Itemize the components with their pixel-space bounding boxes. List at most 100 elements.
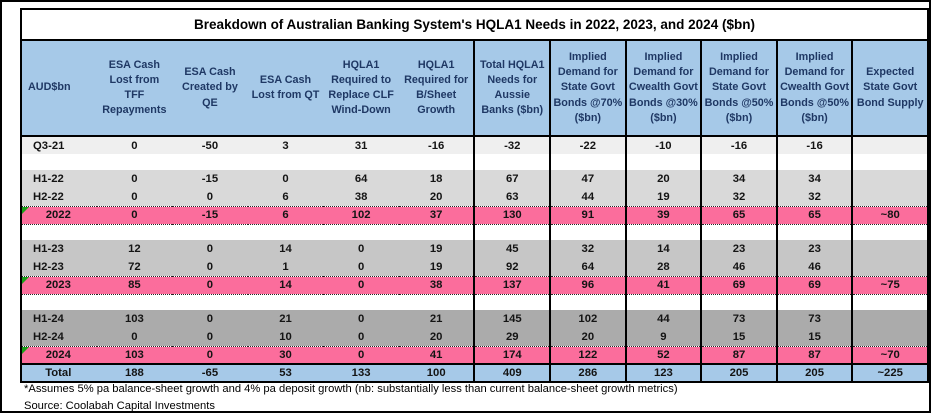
row-label: H1-22 — [21, 170, 97, 188]
value-cell: 0 — [323, 345, 399, 365]
table-row: H1-23 12 0 14 0 19 45 32 14 23 23 — [21, 240, 928, 258]
value-cell: 0 — [172, 328, 248, 346]
value-cell: 14 — [624, 240, 702, 258]
value-cell: 3 — [247, 136, 324, 154]
row-label: H2-22 — [21, 188, 97, 206]
value-cell: 205 — [700, 363, 777, 382]
value-cell: 0 — [323, 258, 399, 276]
value-cell: 130 — [473, 205, 551, 225]
value-cell: 46 — [775, 258, 853, 276]
spacer-cell — [172, 224, 248, 240]
spacer-cell — [700, 154, 777, 170]
table-row: H1-24 103 0 21 0 21 145 102 44 73 73 — [21, 310, 928, 328]
spacer-row — [21, 154, 928, 170]
column-header: Implied Demand for State Govt Bonds @70%… — [549, 40, 626, 137]
value-cell: 15 — [775, 328, 853, 346]
value-cell: 47 — [549, 170, 626, 188]
value-cell: -15 — [172, 170, 248, 188]
value-cell: 73 — [700, 310, 777, 328]
spacer-cell — [172, 294, 248, 310]
row-label: H2-24 — [21, 328, 97, 346]
table-row: 2023 85 0 14 0 38 137 96 41 69 69 ~75 — [21, 275, 928, 295]
hqla1-breakdown-table: Breakdown of Australian Banking System's… — [20, 8, 929, 383]
value-cell: 0 — [172, 240, 248, 258]
spacer-cell — [851, 294, 928, 310]
column-header: Implied Demand for State Govt Bonds @50%… — [700, 40, 777, 137]
value-cell: 87 — [775, 345, 853, 365]
spacer-cell — [323, 294, 399, 310]
spacer-row — [21, 294, 928, 310]
value-cell: 63 — [473, 188, 551, 206]
value-cell: 21 — [398, 310, 475, 328]
spacer-cell — [21, 224, 97, 240]
spacer-cell — [775, 224, 853, 240]
spacer-cell — [624, 154, 702, 170]
value-cell — [851, 170, 928, 188]
value-cell: 34 — [775, 170, 853, 188]
value-cell: 20 — [549, 328, 626, 346]
value-cell: 41 — [398, 345, 475, 365]
row-label: 2024 — [21, 345, 97, 365]
value-cell: 409 — [473, 363, 551, 382]
spacer-cell — [21, 294, 97, 310]
spacer-cell — [21, 154, 97, 170]
value-cell — [851, 188, 928, 206]
spacer-cell — [775, 294, 853, 310]
value-cell — [851, 310, 928, 328]
value-cell: 53 — [247, 363, 324, 382]
value-cell: 19 — [398, 258, 475, 276]
value-cell: -50 — [172, 136, 248, 154]
spacer-cell — [96, 154, 173, 170]
value-cell: 0 — [172, 345, 248, 365]
value-cell: 102 — [549, 310, 626, 328]
value-cell: 174 — [473, 345, 551, 365]
value-cell: 123 — [624, 363, 702, 382]
value-cell: 10 — [247, 328, 324, 346]
spacer-cell — [624, 294, 702, 310]
value-cell: ~80 — [851, 205, 928, 225]
value-cell: 12 — [96, 240, 173, 258]
value-cell: 19 — [624, 188, 702, 206]
value-cell: 0 — [96, 188, 173, 206]
value-cell: 14 — [247, 275, 324, 295]
spacer-row — [21, 224, 928, 240]
value-cell: 52 — [624, 345, 702, 365]
table-row: 2022 0 -15 6 102 37 130 91 39 65 65 ~80 — [21, 205, 928, 225]
value-cell: 0 — [96, 136, 173, 154]
value-cell: 18 — [398, 170, 475, 188]
value-cell: 44 — [624, 310, 702, 328]
value-cell: 14 — [247, 240, 324, 258]
value-cell: -65 — [172, 363, 248, 382]
column-header: Implied Demand for Cwealth Govt Bonds @5… — [775, 40, 853, 137]
value-cell: 0 — [172, 275, 248, 295]
value-cell: 20 — [398, 188, 475, 206]
spacer-cell — [247, 154, 324, 170]
value-cell: 37 — [398, 205, 475, 225]
value-cell: 1 — [247, 258, 324, 276]
value-cell: 205 — [775, 363, 853, 382]
column-header: ESA Cash Lost from QT — [247, 40, 324, 137]
value-cell: 44 — [549, 188, 626, 206]
spacer-cell — [473, 294, 551, 310]
footnote-text: *Assumes 5% pa balance-sheet growth and … — [24, 383, 678, 395]
value-cell: 69 — [775, 275, 853, 295]
value-cell: 0 — [323, 275, 399, 295]
value-cell: 20 — [398, 328, 475, 346]
value-cell: 19 — [398, 240, 475, 258]
value-cell: 28 — [624, 258, 702, 276]
value-cell: 64 — [323, 170, 399, 188]
column-header: AUD$bn — [21, 40, 97, 137]
value-cell: ~225 — [851, 363, 928, 382]
value-cell: 32 — [775, 188, 853, 206]
value-cell: 72 — [96, 258, 173, 276]
hqla1-table-container: Breakdown of Australian Banking System's… — [20, 8, 929, 383]
spacer-cell — [700, 294, 777, 310]
value-cell: -15 — [172, 205, 248, 225]
value-cell — [851, 328, 928, 346]
value-cell: -16 — [700, 136, 777, 154]
spacer-cell — [96, 224, 173, 240]
header-row: AUD$bn ESA Cash Lost from TFF Repayments E… — [21, 40, 928, 137]
value-cell: 73 — [775, 310, 853, 328]
spacer-cell — [323, 224, 399, 240]
table-row: H2-24 0 0 10 0 20 29 20 9 15 15 — [21, 328, 928, 346]
